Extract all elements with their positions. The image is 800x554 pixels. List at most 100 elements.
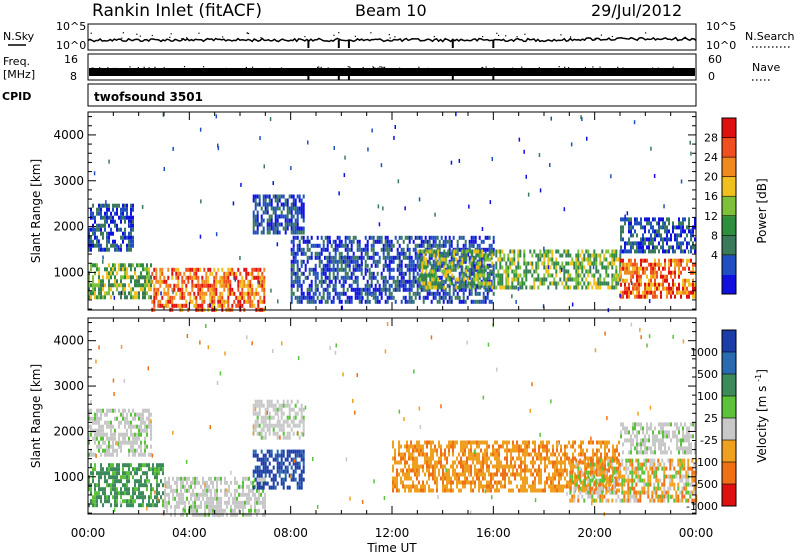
echo-cell: [276, 218, 279, 223]
echo-cell: [128, 448, 130, 453]
echo-cell: [191, 267, 194, 272]
echo-cell: [142, 408, 144, 413]
echo-cell: [648, 229, 650, 234]
colorbar-swatch: [722, 196, 736, 217]
echo-cell: [356, 275, 359, 280]
echo-cell: [292, 235, 295, 240]
echo-cell: [668, 221, 670, 226]
echo-cell: [209, 295, 212, 300]
echo-cell: [288, 403, 291, 408]
echo-cell: [104, 219, 106, 224]
echo-cell: [394, 279, 397, 284]
echo-cell: [310, 267, 313, 272]
echo-cell: [138, 483, 140, 488]
echo-cell: [537, 285, 540, 290]
echo-cell: [216, 488, 218, 493]
echo-cell: [175, 267, 178, 272]
echo-cell: [473, 273, 476, 278]
echo-cell: [626, 262, 628, 267]
freq-gap-0: [307, 68, 310, 80]
echo-cell: [396, 247, 399, 252]
echo-cell: [207, 287, 210, 292]
echo-cell: [130, 448, 132, 453]
echo-cell: [595, 285, 598, 290]
nave-dot: [218, 67, 220, 70]
echo-cell: [426, 468, 428, 473]
echo-cell: [441, 269, 444, 274]
echo-cell: [445, 261, 448, 266]
echo-cell: [114, 448, 116, 453]
echo-cell: [166, 492, 168, 497]
echo-cell: [587, 249, 590, 254]
echo-cell: [296, 267, 299, 272]
echo-cell: [555, 257, 558, 262]
echo-cell: [294, 275, 297, 280]
echo-cell: [242, 484, 244, 489]
echo-cell: [492, 452, 494, 457]
echo-cell: [274, 210, 277, 215]
echo-cell: [620, 266, 622, 271]
echo-cell: [216, 476, 218, 481]
echo-cell: [622, 278, 624, 283]
echo-cell: [431, 285, 434, 290]
echo-cell: [216, 500, 218, 505]
echo-cell: [224, 480, 226, 485]
echo-cell: [432, 468, 434, 473]
echo-cell: [434, 476, 436, 481]
echo-cell: [547, 261, 550, 266]
echo-cell: [511, 249, 514, 254]
nsearch-dot: [389, 37, 391, 39]
echo-cell: [98, 247, 100, 252]
echo-cell: [533, 285, 536, 290]
echo-cell: [378, 255, 381, 260]
echo-cell: [138, 436, 140, 441]
echo-cell: [296, 263, 299, 268]
echo-cell: [296, 279, 299, 284]
echo-cell: [106, 271, 108, 276]
echo-cell: [159, 279, 162, 284]
echo-cell: [539, 281, 542, 286]
echo-cell: [352, 239, 355, 244]
echo-cell: [472, 488, 474, 493]
echo-cell: [450, 464, 452, 469]
echo-cell: [472, 263, 475, 268]
echo-cell: [460, 235, 463, 240]
echo-cell: [480, 263, 483, 268]
echo-cell: [492, 247, 495, 252]
echo-cell: [229, 279, 232, 284]
echo-cell: [197, 267, 200, 272]
echo-cell: [130, 223, 132, 228]
echo-cell: [186, 476, 188, 481]
echo-cell: [452, 287, 455, 292]
echo-cell: [425, 269, 428, 274]
echo-cell: [94, 235, 96, 240]
echo-cell: [114, 219, 116, 224]
echo-cell: [440, 259, 443, 264]
echo-cell: [227, 291, 230, 296]
echo-cell: [404, 255, 407, 260]
echo-cell: [108, 231, 110, 236]
echo-cell: [120, 503, 122, 508]
echo-cell: [165, 279, 168, 284]
echo-cell: [358, 239, 361, 244]
nave-dot: [377, 67, 379, 69]
echo-cell: [244, 492, 246, 497]
echo-cell: [408, 279, 411, 284]
echo-cell: [227, 283, 230, 288]
echo-cell: [682, 225, 684, 230]
echo-cell: [378, 299, 381, 304]
echo-cell: [138, 503, 140, 508]
echo-cell: [181, 279, 184, 284]
echo-cell: [106, 479, 108, 484]
echo-cell: [100, 408, 102, 413]
echo-cell: [96, 416, 98, 421]
echo-cell: [437, 281, 440, 286]
echo-cell: [455, 277, 458, 282]
echo-cell: [408, 275, 411, 280]
echo-cell: [392, 259, 395, 264]
echo-cell: [94, 499, 96, 504]
echo-cell: [328, 291, 331, 296]
echo-cell: [106, 239, 108, 244]
echo-cell: [266, 449, 269, 454]
echo-cell: [470, 480, 472, 485]
